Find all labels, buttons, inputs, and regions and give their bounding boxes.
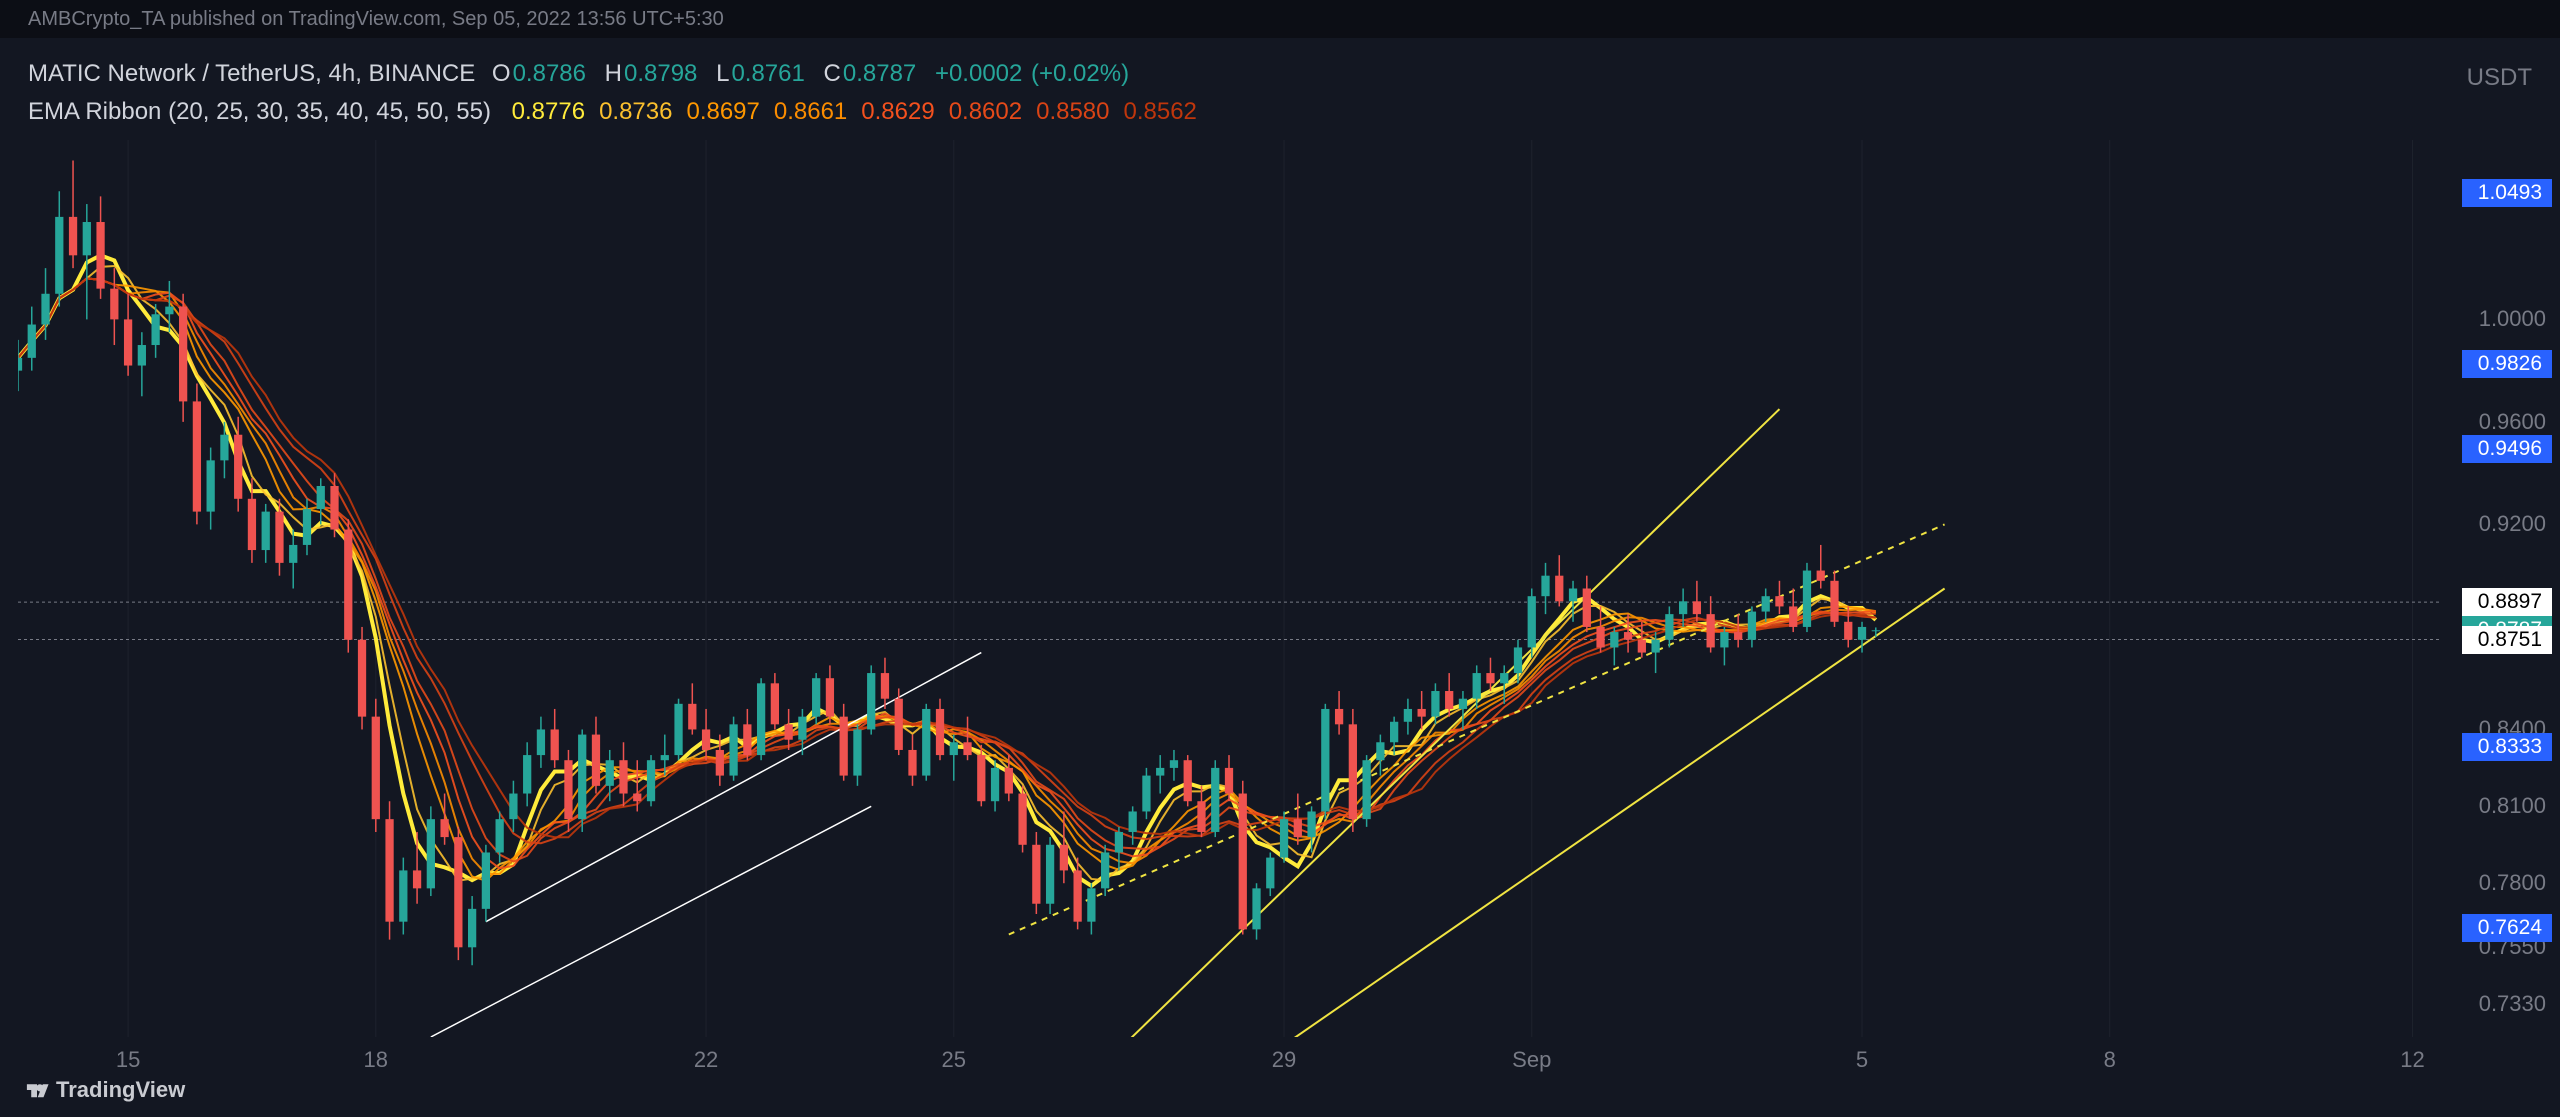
ema-value: 0.8697 [686,98,759,125]
price-label: 1.0493 [2462,179,2552,207]
banner-text: AMBCrypto_TA published on TradingView.co… [28,8,724,31]
y-tick: 0.7330 [2479,991,2546,1017]
price-label: 0.8333 [2462,733,2552,761]
price-label: 0.8897 [2462,588,2552,616]
change-value: +0.0002 [935,60,1022,87]
c-label: C [824,60,841,87]
ema-value: 0.8602 [949,98,1022,125]
price-label: 0.9496 [2462,435,2552,463]
x-tick: 25 [942,1047,966,1073]
x-tick: Sep [1512,1047,1551,1073]
ema-value: 0.8776 [512,98,585,125]
price-label: 0.8751 [2462,626,2552,654]
chart-area[interactable] [18,140,2440,1037]
y-tick: 0.9600 [2479,409,2546,435]
change-pct: (+0.02%) [1031,60,1129,87]
x-tick: 18 [364,1047,388,1073]
o-label: O [492,60,511,87]
tradingview-icon [24,1077,50,1103]
l-label: L [716,60,729,87]
symbol-header: MATIC Network / TetherUS, 4h, BINANCE O0… [28,60,1131,88]
ema-value: 0.8661 [774,98,847,125]
currency-label: USDT [2467,64,2532,92]
x-tick: 22 [694,1047,718,1073]
watermark-text: TradingView [56,1077,185,1103]
tradingview-watermark: TradingView [24,1077,185,1103]
x-tick: 29 [1272,1047,1296,1073]
y-tick: 0.7800 [2479,870,2546,896]
x-tick: 8 [2104,1047,2116,1073]
symbol-title: MATIC Network / TetherUS, 4h, BINANCE [28,60,475,87]
l-value: 0.8761 [731,60,804,87]
ohlc-block: O0.8786 H0.8798 L0.8761 C0.8787 +0.0002 … [492,60,1131,87]
ema-values: 0.8776 0.8736 0.8697 0.8661 0.8629 0.8602 0.85… [498,98,1197,125]
o-value: 0.8786 [513,60,586,87]
y-axis: 1.00000.96000.92000.84000.81000.78000.75… [2442,140,2560,1037]
x-tick: 12 [2400,1047,2424,1073]
ema-value: 0.8562 [1124,98,1197,125]
publish-banner: AMBCrypto_TA published on TradingView.co… [0,0,2560,38]
ema-title: EMA Ribbon (20, 25, 30, 35, 40, 45, 50, … [28,98,491,125]
ema-value: 0.8580 [1036,98,1109,125]
ema-value: 0.8736 [599,98,672,125]
price-label: 0.9826 [2462,350,2552,378]
x-tick: 5 [1856,1047,1868,1073]
ema-ribbon-header: EMA Ribbon (20, 25, 30, 35, 40, 45, 50, … [28,98,1197,126]
ema-value: 0.8629 [861,98,934,125]
chart-svg [18,140,2440,1037]
h-label: H [605,60,622,87]
c-value: 0.8787 [843,60,916,87]
h-value: 0.8798 [624,60,697,87]
x-axis: 15 18 22 25 29 Sep 5 8 12 [18,1041,2440,1077]
price-label: 0.7624 [2462,914,2552,942]
y-tick: 0.8100 [2479,793,2546,819]
y-tick: 1.0000 [2479,306,2546,332]
y-tick: 0.9200 [2479,511,2546,537]
x-tick: 15 [116,1047,140,1073]
